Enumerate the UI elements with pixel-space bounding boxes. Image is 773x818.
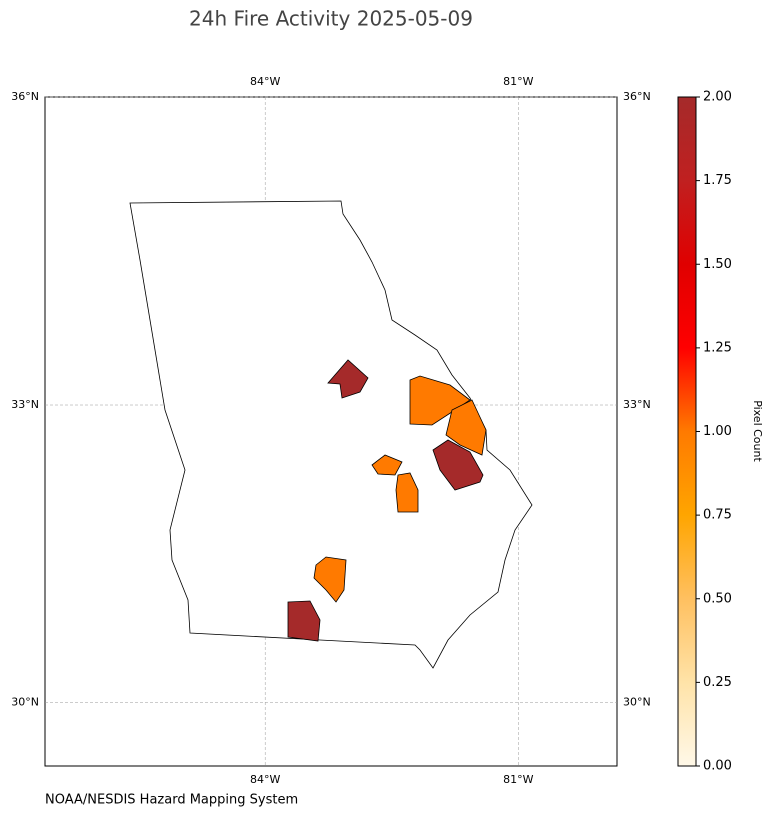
map-title: 24h Fire Activity 2025-05-09 bbox=[189, 7, 473, 31]
fire-county bbox=[445, 399, 487, 456]
colorbar-tick-label: 1.75 bbox=[703, 173, 732, 188]
y-tick-label: 30°N bbox=[11, 696, 39, 709]
fire-county bbox=[327, 359, 369, 399]
fire-county bbox=[371, 454, 403, 476]
x-tick-label: 84°W bbox=[250, 773, 280, 786]
state-outline bbox=[129, 200, 533, 669]
x-tick-label: 84°W bbox=[250, 75, 280, 88]
fire-county bbox=[432, 439, 484, 491]
colorbar bbox=[677, 96, 697, 767]
fire-county bbox=[395, 472, 419, 513]
source-note: NOAA/NESDIS Hazard Mapping System bbox=[45, 793, 298, 808]
colorbar-tick-label: 1.50 bbox=[703, 257, 732, 272]
colorbar-tick-label: 0.50 bbox=[703, 591, 732, 606]
colorbar-tick-label: 0.75 bbox=[703, 508, 732, 523]
y-tick-label: 33°N bbox=[11, 398, 39, 411]
colorbar-tick-label: 1.00 bbox=[703, 424, 732, 439]
colorbar-tick-label: 0.25 bbox=[703, 675, 732, 690]
colorbar-tick-label: 2.00 bbox=[703, 90, 732, 105]
y-tick-label: 30°N bbox=[623, 696, 651, 709]
y-tick-label: 36°N bbox=[623, 90, 651, 103]
fire-county bbox=[287, 600, 321, 642]
y-tick-label: 33°N bbox=[623, 398, 651, 411]
fire-county bbox=[313, 556, 347, 603]
x-tick-label: 81°W bbox=[503, 773, 533, 786]
colorbar-tick-label: 0.00 bbox=[703, 759, 732, 774]
y-tick-label: 36°N bbox=[11, 90, 39, 103]
colorbar-label: Pixel Count bbox=[751, 400, 764, 462]
colorbar-tick-label: 1.25 bbox=[703, 340, 732, 355]
x-tick-label: 81°W bbox=[503, 75, 533, 88]
